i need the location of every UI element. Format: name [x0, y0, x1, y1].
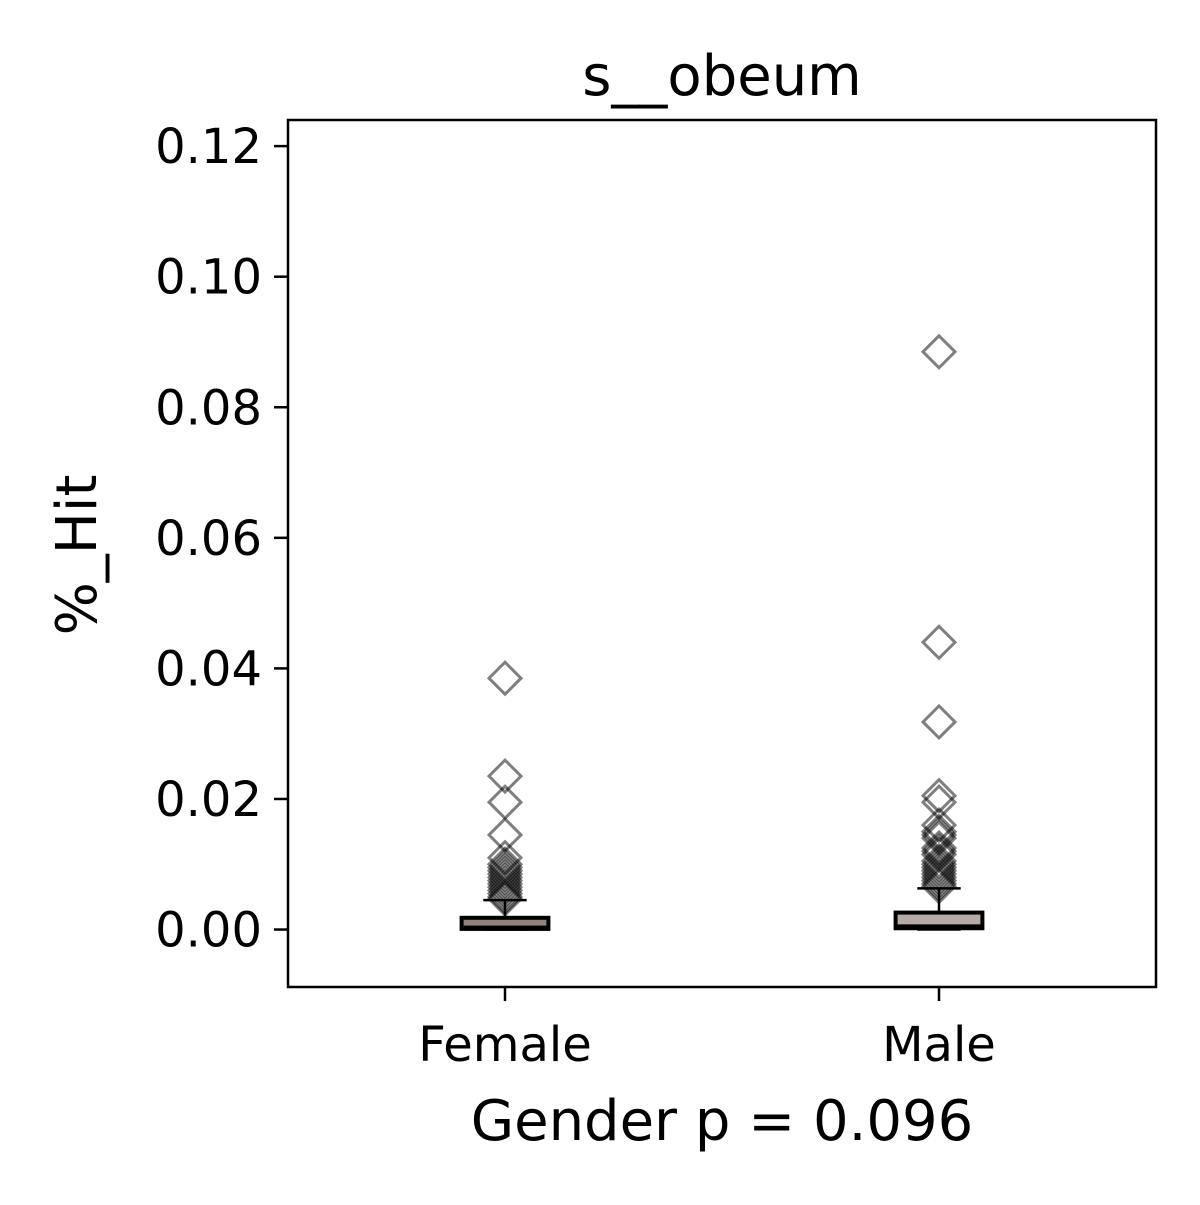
outlier-point — [920, 624, 958, 661]
outlier-point — [486, 872, 524, 909]
outlier-point — [920, 859, 958, 896]
box-series — [459, 887, 985, 931]
outlier-point — [920, 777, 958, 814]
outlier-series — [486, 333, 958, 917]
outlier-point — [486, 862, 524, 899]
y-axis-ticks: 0.00 0.02 0.04 0.06 0.08 0.10 0.12 — [155, 119, 288, 959]
plot-frame — [286, 118, 1158, 989]
y-tick-label: 0.12 — [155, 119, 262, 175]
outlier-point — [920, 333, 958, 370]
x-axis-ticks: Female Male — [418, 987, 996, 1073]
y-tick-label: 0.00 — [155, 903, 262, 959]
x-axis-label: Gender p = 0.096 — [471, 1089, 974, 1154]
outlier-point — [486, 816, 524, 854]
y-tick-label: 0.02 — [155, 772, 262, 828]
box-body — [893, 910, 985, 931]
outlier-point — [486, 660, 524, 697]
outlier-point — [486, 758, 524, 795]
y-tick-label: 0.08 — [155, 380, 262, 436]
outlier-point — [920, 703, 958, 741]
outlier-point — [486, 868, 524, 906]
box-body — [459, 915, 551, 931]
outlier-point — [920, 855, 958, 893]
outlier-point — [920, 862, 958, 899]
outlier-point — [920, 846, 958, 883]
outlier-point — [920, 865, 958, 902]
chart-title: s__obeum — [582, 44, 861, 109]
outlier-point — [486, 852, 524, 889]
outlier-point — [920, 849, 958, 886]
y-tick-label: 0.04 — [155, 641, 262, 697]
y-tick-label: 0.10 — [155, 250, 262, 306]
outlier-point — [920, 868, 958, 905]
outlier-point — [920, 806, 958, 844]
x-tick-label: Male — [882, 1017, 996, 1073]
y-axis-label: %_Hit — [45, 475, 110, 636]
y-tick-label: 0.06 — [155, 511, 262, 567]
outlier-point — [486, 880, 524, 917]
outlier-point — [920, 852, 958, 889]
outlier-point — [486, 875, 524, 912]
outlier-point — [920, 842, 958, 880]
x-tick-label: Female — [418, 1017, 592, 1073]
outlier-point — [486, 859, 524, 896]
outlier-point — [486, 865, 524, 902]
outlier-point — [486, 855, 524, 893]
